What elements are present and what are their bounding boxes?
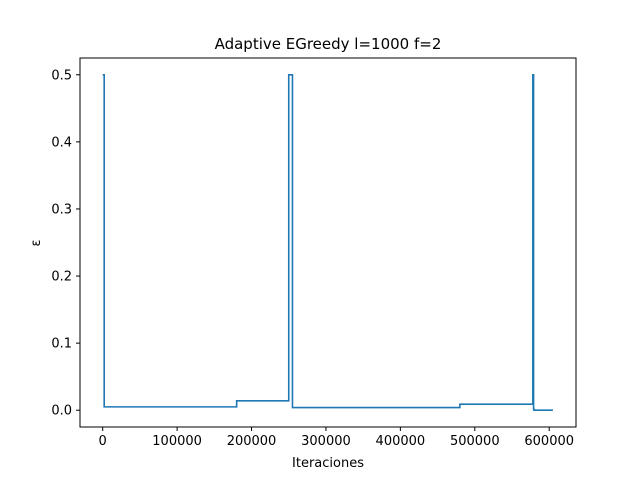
chart-title: Adaptive EGreedy l=1000 f=2 — [215, 35, 442, 53]
y-tick-label: 0.0 — [51, 404, 72, 419]
x-tick-label: 200000 — [227, 434, 277, 449]
x-tick-label: 400000 — [376, 434, 426, 449]
y-tick-label: 0.1 — [51, 337, 72, 352]
y-axis-label: ε — [29, 239, 44, 246]
axes-frame — [79, 57, 577, 428]
x-axis-label: Iteraciones — [292, 456, 364, 471]
x-axis-ticks: 0 100000 200000 300000 400000 500000 600000 — [99, 427, 574, 449]
y-tick-label: 0.2 — [51, 270, 72, 285]
x-tick-label: 100000 — [152, 434, 202, 449]
x-tick-label: 600000 — [524, 434, 574, 449]
series-line-group — [102, 73, 553, 412]
x-tick-label: 300000 — [301, 434, 351, 449]
x-tick-label: 0 — [99, 434, 107, 449]
y-tick-label: 0.3 — [51, 202, 72, 217]
y-tick-label: 0.4 — [51, 135, 72, 150]
y-tick-label: 0.5 — [51, 68, 72, 83]
series-line-0 — [102, 73, 553, 412]
x-tick-label: 500000 — [450, 434, 500, 449]
y-axis-ticks: 0.0 0.1 0.2 0.3 0.4 0.5 — [51, 68, 80, 419]
